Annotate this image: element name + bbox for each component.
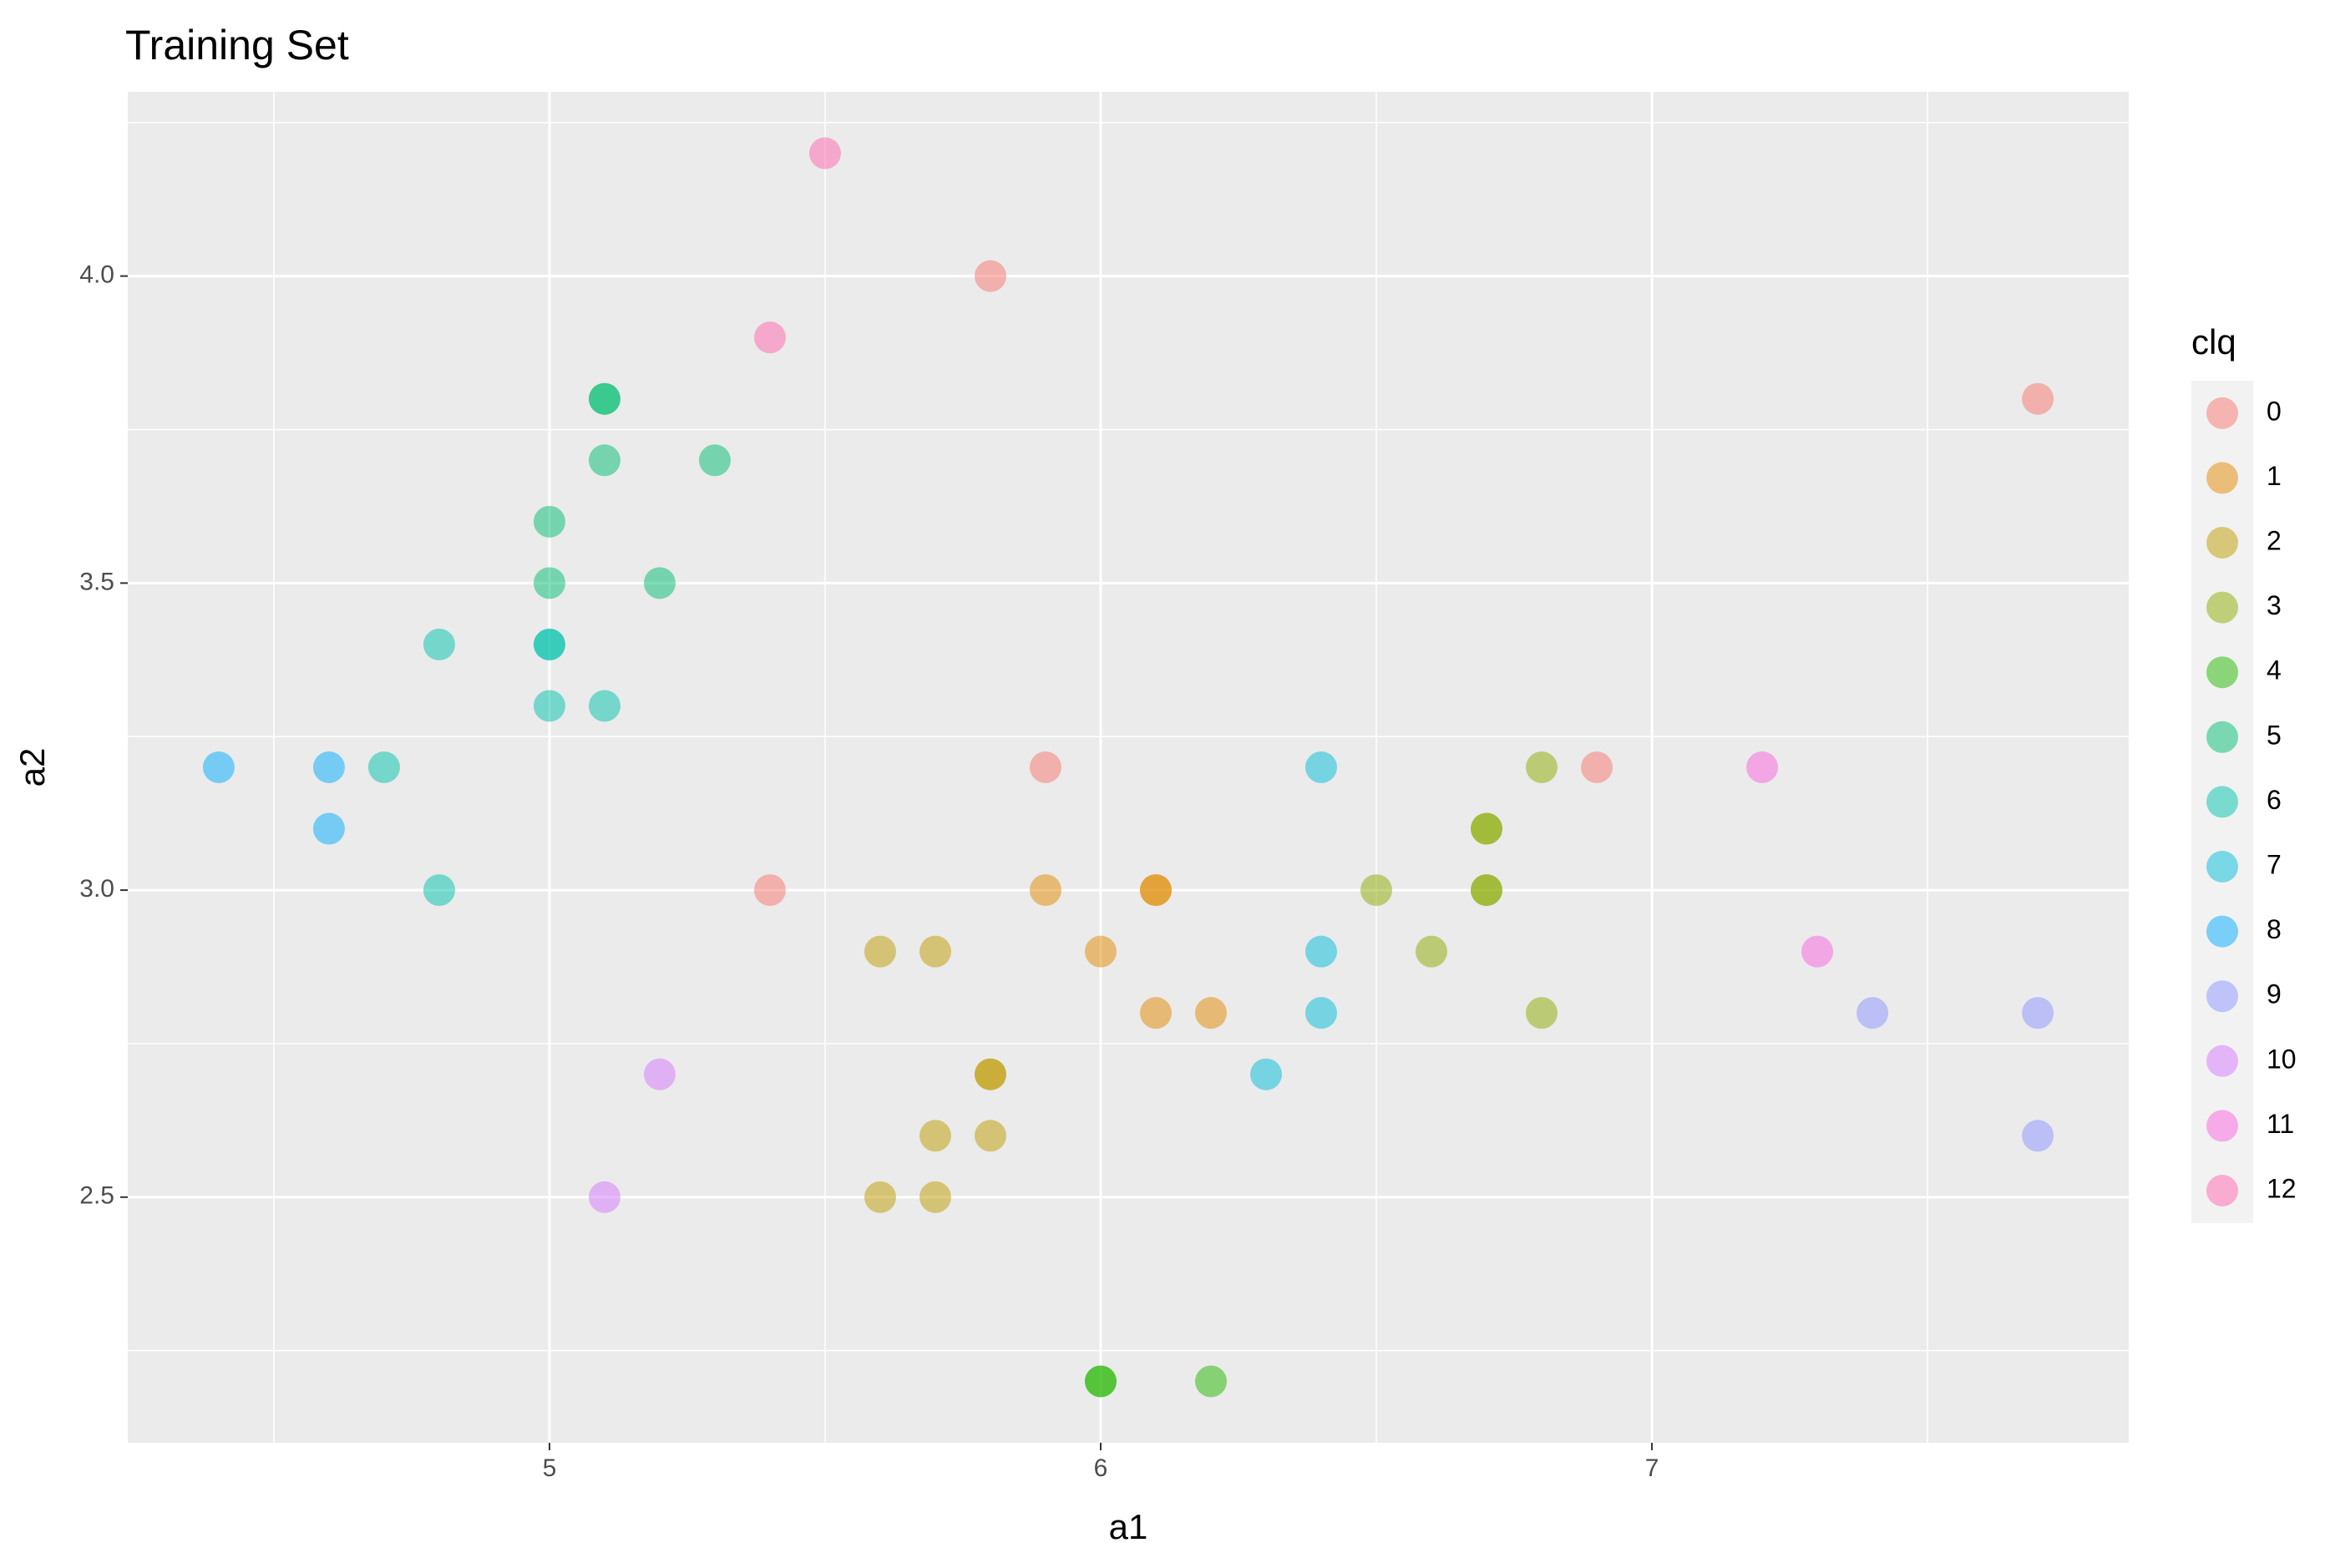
- legend-label: 12: [2267, 1173, 2297, 1203]
- legend-key: [2206, 527, 2238, 559]
- point: [1305, 751, 1338, 783]
- point: [202, 751, 235, 783]
- legend-key: [2206, 915, 2238, 948]
- point: [1084, 935, 1117, 968]
- point: [974, 260, 1006, 292]
- point: [533, 567, 565, 599]
- legend-key: [2206, 721, 2238, 753]
- y-tick-label: 3.5: [79, 568, 114, 595]
- legend-label: 5: [2267, 720, 2282, 750]
- legend-key: [2206, 980, 2238, 1013]
- legend-label: 3: [2267, 590, 2282, 620]
- legend-label: 2: [2267, 525, 2282, 555]
- point: [808, 137, 841, 169]
- legend-key: [2206, 462, 2238, 494]
- legend-key: [2206, 851, 2238, 883]
- x-tick-label: 6: [1094, 1454, 1108, 1482]
- y-tick-label: 4.0: [79, 261, 114, 289]
- legend-label: 11: [2267, 1109, 2294, 1139]
- y-tick-label: 3.0: [79, 875, 114, 903]
- point: [2022, 382, 2054, 415]
- point: [1140, 874, 1173, 907]
- point: [1029, 874, 1061, 907]
- point: [312, 751, 345, 783]
- legend-key: [2206, 1110, 2238, 1142]
- point: [588, 382, 620, 415]
- legend-key: [2206, 786, 2238, 818]
- point: [1360, 874, 1393, 907]
- point: [1746, 751, 1779, 783]
- legend-key: [2206, 656, 2238, 689]
- point: [1471, 812, 1503, 845]
- point: [1195, 1365, 1228, 1398]
- point: [1195, 997, 1228, 1029]
- legend-label: 9: [2267, 979, 2282, 1009]
- point: [753, 874, 786, 907]
- x-tick-label: 7: [1645, 1454, 1659, 1482]
- legend-key: [2206, 397, 2238, 429]
- point: [367, 751, 400, 783]
- point: [2022, 997, 2054, 1029]
- legend-label: 8: [2267, 914, 2282, 944]
- legend-label: 1: [2267, 461, 2282, 491]
- point: [864, 1181, 896, 1213]
- point: [1084, 1365, 1117, 1398]
- point: [533, 505, 565, 538]
- x-axis-title: a1: [1109, 1507, 1148, 1546]
- point: [1581, 751, 1613, 783]
- y-tick-label: 2.5: [79, 1182, 114, 1210]
- point: [1471, 874, 1503, 907]
- point: [974, 1120, 1006, 1152]
- point: [919, 1181, 951, 1213]
- point: [588, 690, 620, 722]
- point: [1526, 997, 1558, 1029]
- point: [1305, 997, 1338, 1029]
- point: [643, 567, 676, 599]
- legend-key: [2206, 1175, 2238, 1206]
- legend-key: [2206, 591, 2238, 624]
- point: [919, 1120, 951, 1152]
- point: [1250, 1058, 1283, 1090]
- point: [643, 1058, 676, 1090]
- point: [1140, 997, 1173, 1029]
- point: [588, 444, 620, 477]
- point: [698, 444, 731, 477]
- point: [1416, 935, 1448, 968]
- legend-label: 7: [2267, 849, 2282, 879]
- point: [423, 874, 455, 907]
- plot-panel: [128, 92, 2129, 1443]
- point: [533, 690, 565, 722]
- point: [2022, 1120, 2054, 1152]
- point: [864, 935, 896, 968]
- point: [1856, 997, 1889, 1029]
- legend-label: 0: [2267, 396, 2282, 426]
- point: [1801, 935, 1834, 968]
- legend-label: 6: [2267, 785, 2282, 815]
- legend-label: 4: [2267, 655, 2282, 685]
- point: [1305, 935, 1338, 968]
- point: [312, 812, 345, 845]
- point: [919, 935, 951, 968]
- legend-title: clq: [2191, 322, 2236, 362]
- chart-title: Training Set: [125, 22, 349, 68]
- point: [588, 1181, 620, 1213]
- legend-key: [2206, 1044, 2238, 1077]
- x-tick-label: 5: [543, 1454, 557, 1482]
- point: [1029, 751, 1061, 783]
- point: [1526, 751, 1558, 783]
- point: [423, 628, 455, 660]
- point: [533, 628, 565, 660]
- point: [974, 1058, 1006, 1090]
- legend-label: 10: [2267, 1044, 2297, 1074]
- point: [753, 321, 786, 354]
- y-axis-title: a2: [13, 748, 52, 787]
